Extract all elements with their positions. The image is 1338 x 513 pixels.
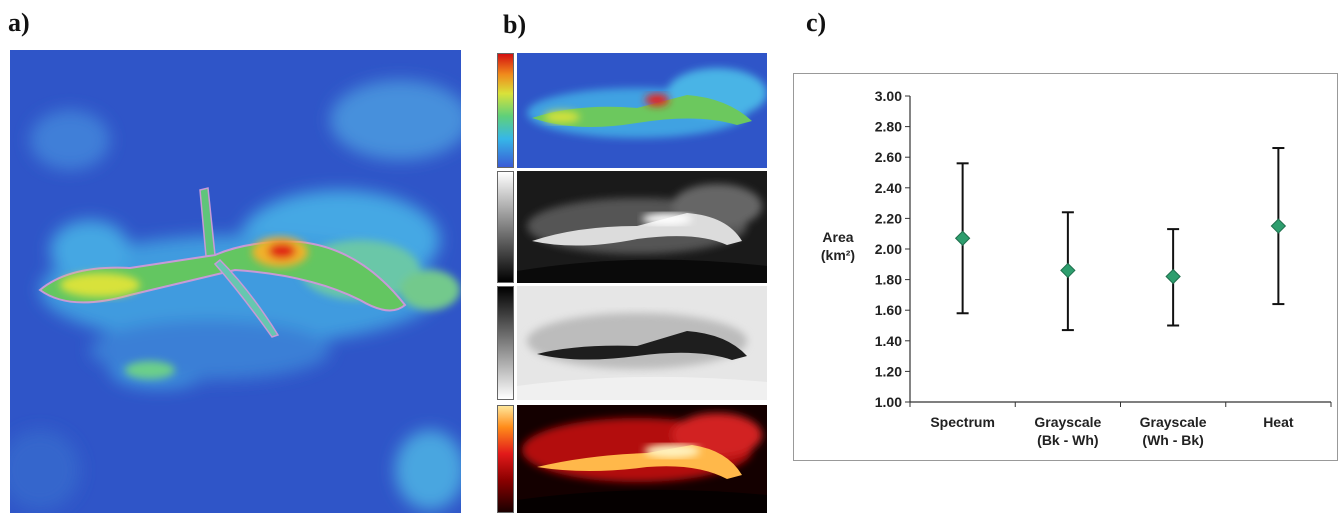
colorbar-grayscale-wh-bk [497, 286, 514, 400]
y-tick-label: 2.20 [875, 210, 902, 226]
y-tick-label: 1.40 [875, 333, 902, 349]
y-tick-label: 1.00 [875, 394, 902, 410]
y-tick-label: 1.20 [875, 363, 902, 379]
spectrum-map-small [517, 53, 767, 168]
area-errorbar-chart: 1.00 1.20 1.40 1.60 1.80 2.00 2.20 2.40 2.60 2.80… [793, 73, 1338, 461]
colorbar-heat [497, 405, 514, 513]
colorbar-grayscale-bk-wh [497, 171, 514, 283]
category-label: Grayscale [1140, 414, 1207, 430]
y-axis-label: Area [822, 229, 853, 245]
colorbar-spectrum [497, 53, 514, 168]
y-tick-label: 2.00 [875, 241, 902, 257]
heat-map [517, 405, 767, 513]
data-point-marker [1270, 218, 1287, 234]
data-point-marker [1060, 262, 1076, 279]
category-label: (Wh - Bk) [1142, 432, 1203, 448]
panel-label-a: a) [8, 8, 30, 37]
category-label: Spectrum [930, 414, 995, 430]
category-label: Grayscale [1034, 414, 1101, 430]
chart-svg: 1.00 1.20 1.40 1.60 1.80 2.00 2.20 2.40 2.60 2.80… [821, 88, 1332, 448]
category-label: (Bk - Wh) [1037, 432, 1098, 448]
y-tick-label: 3.00 [875, 88, 902, 104]
grayscale-bk-wh-map [517, 171, 767, 283]
data-point-marker [954, 230, 971, 246]
y-tick-label: 1.60 [875, 302, 902, 318]
category-label: Heat [1263, 414, 1294, 430]
y-tick-label: 2.80 [875, 119, 902, 135]
panel-label-b: b) [503, 10, 527, 39]
y-axis-unit: (km²) [821, 247, 855, 263]
y-tick-label: 2.40 [875, 180, 902, 196]
y-tick-label: 1.80 [875, 272, 902, 288]
panel-label-c: c) [806, 8, 827, 37]
y-tick-label: 2.60 [875, 149, 902, 165]
spectrum-map-large [10, 50, 461, 513]
grayscale-wh-bk-map [517, 286, 767, 400]
data-point-marker [1165, 268, 1181, 285]
